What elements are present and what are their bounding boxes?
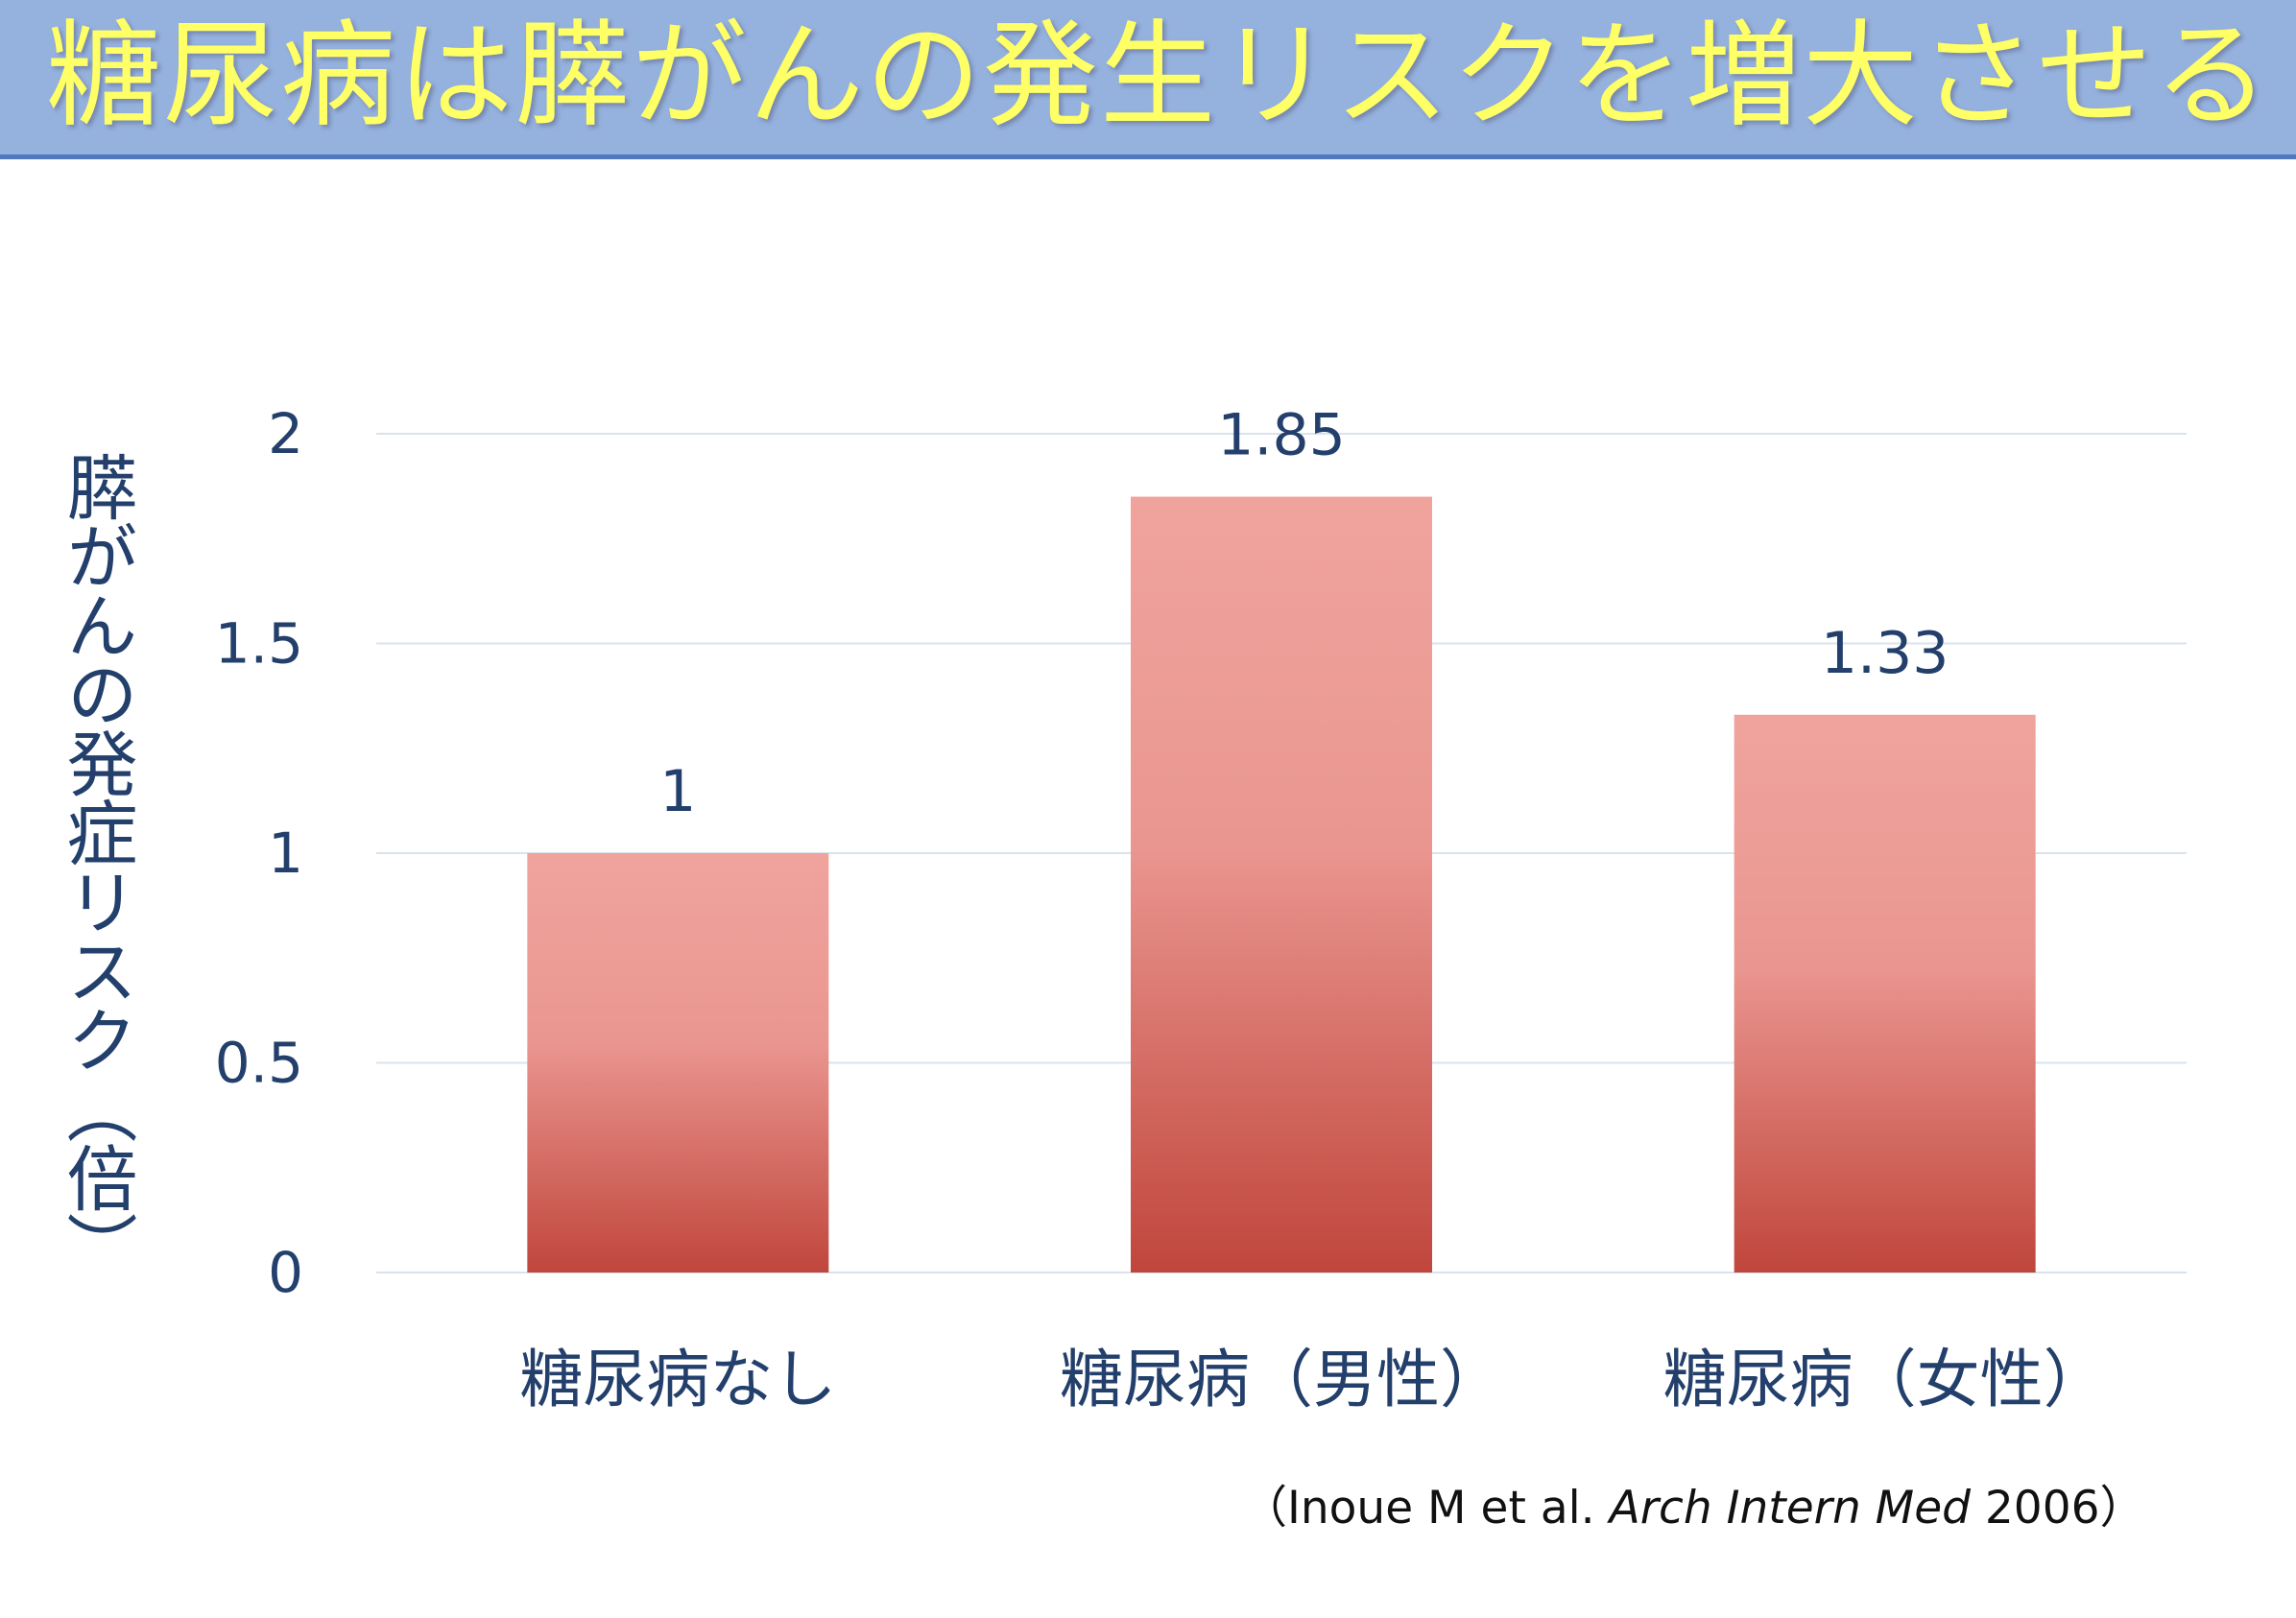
y-tick-label: 2 [268,401,303,466]
x-tick-label: 糖尿病なし [519,1343,836,1416]
citation-journal: Arch Intern Med [1609,1482,1971,1535]
y-tick-label: 1.5 [215,611,303,677]
citation-close-paren: ） [2099,1482,2145,1535]
slide-title: 糖尿病は膵がんの発生リスクを増大させる [46,10,2271,143]
citation-open-paren: （ [1242,1482,1287,1535]
bar [1131,496,1432,1273]
data-label: 1.33 [1821,620,1949,687]
y-axis-ticks: 0 0.5 1 1.5 2 [215,401,303,1305]
x-axis-ticks: 糖尿病なし 糖尿病（男性） 糖尿病（女性） [519,1343,2106,1416]
bar [1734,714,2036,1273]
x-tick-label: 糖尿病（男性） [1060,1343,1503,1416]
y-tick-label: 0.5 [215,1031,303,1096]
citation-year: 2006 [1970,1482,2100,1535]
bar [527,853,829,1273]
data-label: 1.85 [1217,402,1346,469]
bars [527,496,2036,1273]
citation-authors: Inoue M et al. [1287,1482,1610,1535]
data-label: 1 [659,758,696,825]
data-labels: 1 1.85 1.33 [659,402,1949,825]
x-tick-label: 糖尿病（女性） [1663,1343,2107,1416]
y-axis-label: 膵がんの発症リスク（倍） [55,451,137,1280]
title-banner: 糖尿病は膵がんの発生リスクを増大させる [0,0,2296,159]
y-tick-label: 1 [268,821,303,886]
citation: （Inoue M et al. Arch Intern Med 2006） [1242,1480,2164,1537]
y-tick-label: 0 [268,1240,303,1305]
